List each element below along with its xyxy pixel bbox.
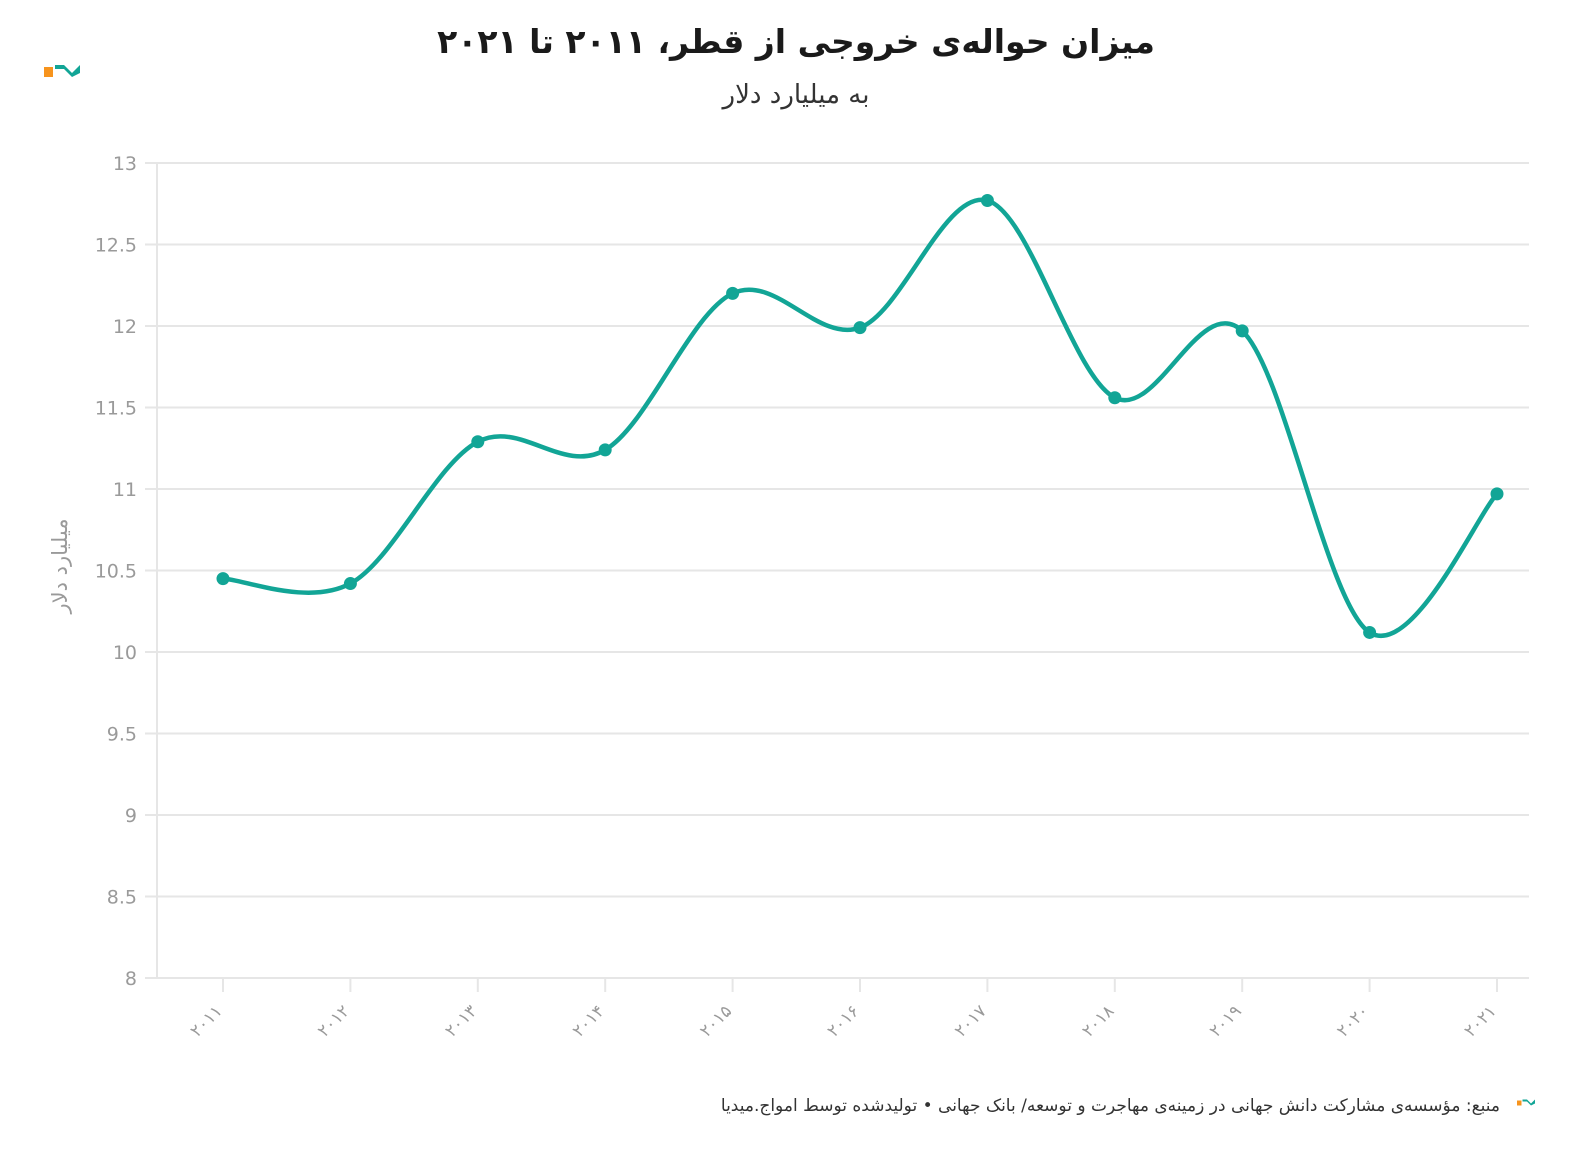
x-tick-label: ۲۰۱۷ bbox=[951, 1001, 991, 1041]
footer-logo-icon bbox=[1517, 1099, 1535, 1106]
data-point bbox=[343, 577, 357, 591]
x-tick-label: ۲۰۲۱ bbox=[1461, 1001, 1501, 1041]
data-point bbox=[726, 286, 740, 300]
data-point bbox=[598, 443, 612, 457]
y-tick-label: 10.5 bbox=[95, 561, 137, 583]
x-tick-label: ۲۰۱۹ bbox=[1206, 1001, 1246, 1041]
y-tick-label: 13 bbox=[113, 153, 137, 175]
footer-logo-teal-stroke bbox=[1522, 1099, 1535, 1106]
y-tick-label: 8 bbox=[125, 968, 137, 990]
x-tick-label: ۲۰۲۰ bbox=[1333, 1001, 1373, 1041]
y-tick-label: 11.5 bbox=[95, 398, 137, 420]
logo-orange-block bbox=[44, 67, 53, 77]
logo-teal-stroke bbox=[55, 65, 80, 77]
series-line bbox=[222, 197, 1499, 638]
data-point bbox=[1235, 324, 1249, 338]
x-tick-label: ۲۰۱۲ bbox=[314, 1001, 354, 1041]
x-tick-label: ۲۰۱۵ bbox=[696, 1001, 736, 1041]
y-tick-label: 9 bbox=[125, 805, 137, 827]
y-tick-label: 8.5 bbox=[107, 887, 137, 909]
footer-logo-orange-block bbox=[1517, 1100, 1522, 1106]
data-point bbox=[1363, 625, 1377, 639]
x-tick-label: ۲۰۱۴ bbox=[569, 1001, 609, 1041]
data-point bbox=[853, 321, 867, 335]
y-tick-label: 11 bbox=[113, 479, 137, 501]
y-tick-label: 9.5 bbox=[107, 724, 137, 746]
x-tick-label: ۲۰۱۱ bbox=[187, 1001, 227, 1041]
y-tick-label: 12.5 bbox=[95, 235, 137, 257]
chart-subtitle: به میلیارد دلار bbox=[722, 80, 870, 110]
data-point bbox=[980, 193, 994, 207]
data-point bbox=[1108, 391, 1122, 405]
source-note: منبع: مؤسسه‌ی مشارکت دانش جهانی در زمینه… bbox=[720, 1096, 1500, 1116]
x-tick-label: ۲۰۱۸ bbox=[1078, 1001, 1118, 1041]
y-tick-label: 12 bbox=[113, 316, 137, 338]
x-tick-label: ۲۰۱۶ bbox=[824, 1001, 864, 1041]
brand-logo-icon bbox=[44, 65, 80, 77]
data-point bbox=[216, 572, 230, 586]
y-tick-label: 10 bbox=[113, 642, 137, 664]
x-tick-label: ۲۰۱۳ bbox=[441, 1001, 481, 1041]
chart-title: میزان حواله‌ی خروجی از قطر، ۲۰۱۱ تا ۲۰۲۱ bbox=[437, 22, 1155, 61]
data-point bbox=[471, 435, 485, 449]
data-point bbox=[1490, 487, 1504, 501]
